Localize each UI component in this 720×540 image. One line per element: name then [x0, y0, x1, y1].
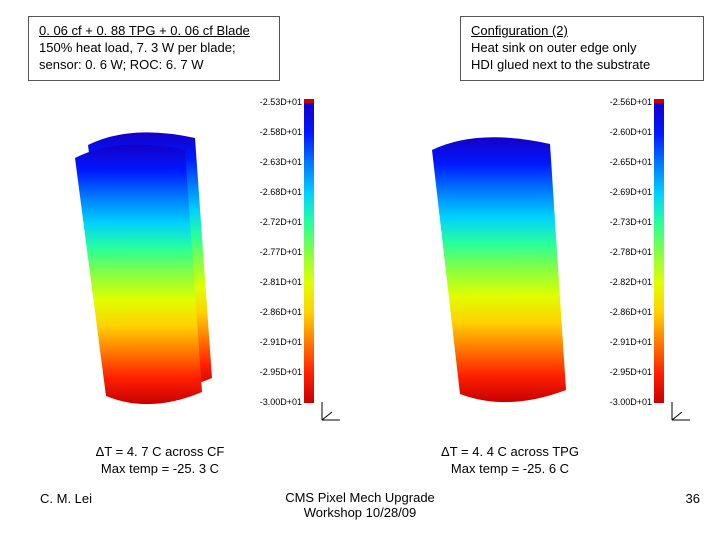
caption-right-line2: Max temp = -25. 6 C [410, 461, 610, 478]
panel-left: -2.53D+01 -2.58D+01 -2.63D+01 -2.68D+01 -2.7… [20, 100, 350, 430]
colorbar-tick-label: -3.00D+01 [260, 397, 302, 407]
colorbar-tick-label: -2.86D+01 [610, 307, 652, 317]
config-box: Configuration (2) Heat sink on outer edg… [460, 16, 704, 81]
config-line3: HDI glued next to the substrate [471, 57, 693, 74]
caption-left-line1: ΔT = 4. 7 C across CF [70, 444, 250, 461]
params-line3: sensor: 0. 6 W; ROC: 6. 7 W [39, 57, 269, 74]
colorbar-tick-label: -2.77D+01 [260, 247, 302, 257]
colorbar-tick-label: -2.65D+01 [610, 157, 652, 167]
params-box: 0. 06 cf + 0. 88 TPG + 0. 06 cf Blade 15… [28, 16, 280, 81]
contour-left [50, 110, 280, 420]
colorbar-tick-label: -2.91D+01 [610, 337, 652, 347]
colorbar-tick-label: -2.95D+01 [610, 367, 652, 377]
colorbar-tick-label: -3.00D+01 [610, 397, 652, 407]
caption-left: ΔT = 4. 7 C across CF Max temp = -25. 3 … [70, 444, 250, 478]
config-line2: Heat sink on outer edge only [471, 40, 693, 57]
footer-center-line2: Workshop 10/28/09 [304, 505, 417, 520]
caption-right: ΔT = 4. 4 C across TPG Max temp = -25. 6… [410, 444, 610, 478]
colorbar-tick-label: -2.69D+01 [610, 187, 652, 197]
footer-center: CMS Pixel Mech Upgrade Workshop 10/28/09 [0, 490, 720, 520]
triad-left [318, 398, 344, 426]
footer-page: 36 [686, 491, 700, 506]
plot-left [50, 110, 280, 420]
colorbar-tick-label: -2.81D+01 [260, 277, 302, 287]
colorbar-tick-label: -2.56D+01 [610, 97, 652, 107]
params-line2: 150% heat load, 7. 3 W per blade; [39, 40, 269, 57]
colorbar-tick-label: -2.60D+01 [610, 127, 652, 137]
config-title: Configuration (2) [471, 23, 693, 40]
colorbar-tick-label: -2.58D+01 [260, 127, 302, 137]
plot-right [400, 110, 630, 420]
colorbar-tick-label: -2.73D+01 [610, 217, 652, 227]
colorbar-tick-label: -2.95D+01 [260, 367, 302, 377]
triad-right [668, 398, 694, 426]
panel-right: -2.56D+01 -2.60D+01 -2.65D+01 -2.69D+01 -2.7… [370, 100, 700, 430]
colorbar-left [304, 103, 314, 403]
colorbar-tick-label: -2.72D+01 [260, 217, 302, 227]
colorbar-tick-label: -2.91D+01 [260, 337, 302, 347]
colorbar-tick-label: -2.78D+01 [610, 247, 652, 257]
colorbar-tick-label: -2.53D+01 [260, 97, 302, 107]
params-title: 0. 06 cf + 0. 88 TPG + 0. 06 cf Blade [39, 23, 269, 40]
colorbar-right [654, 103, 664, 403]
contour-right [400, 110, 630, 420]
colorbar-tick-label: -2.86D+01 [260, 307, 302, 317]
footer-center-line1: CMS Pixel Mech Upgrade [285, 490, 435, 505]
colorbar-tick-label: -2.68D+01 [260, 187, 302, 197]
colorbar-tick-label: -2.63D+01 [260, 157, 302, 167]
caption-right-line1: ΔT = 4. 4 C across TPG [410, 444, 610, 461]
colorbar-tick-label: -2.82D+01 [610, 277, 652, 287]
caption-left-line2: Max temp = -25. 3 C [70, 461, 250, 478]
